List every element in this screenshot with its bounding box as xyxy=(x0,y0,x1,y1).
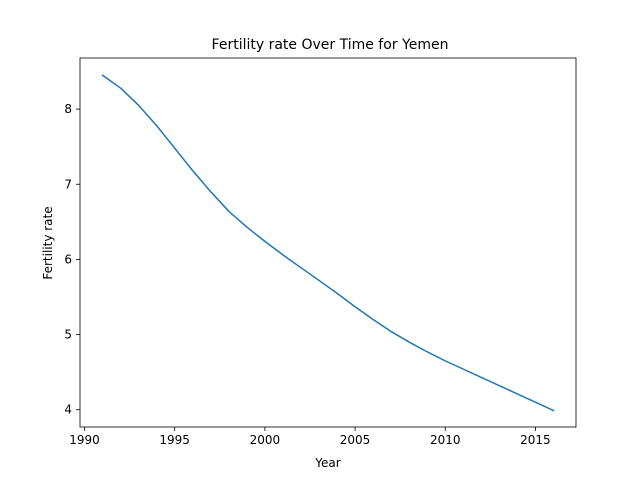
x-tick-label-2015: 2015 xyxy=(520,433,551,447)
plot-area: 1990 1995 2000 2005 2010 2015 4 5 6 7 8 xyxy=(64,57,577,447)
chart-title: Fertility rate Over Time for Yemen xyxy=(212,37,449,53)
series-line-0 xyxy=(101,74,555,412)
axes-frame xyxy=(79,57,577,428)
y-axis-label: Fertility rate xyxy=(41,206,55,279)
x-tick-label-2005: 2005 xyxy=(340,433,371,447)
y-tick-label-6: 6 xyxy=(64,252,72,266)
x-tick-label-1995: 1995 xyxy=(159,433,190,447)
y-tick-label-5: 5 xyxy=(64,328,72,342)
x-tick-label-2000: 2000 xyxy=(250,433,281,447)
x-tick-label-2010: 2010 xyxy=(430,433,461,447)
y-tick-label-8: 8 xyxy=(64,102,72,116)
x-axis-label: Year xyxy=(314,456,340,470)
x-tick-label-1990: 1990 xyxy=(69,433,100,447)
y-tick-label-7: 7 xyxy=(64,177,72,191)
y-tick-label-4: 4 xyxy=(64,403,72,417)
